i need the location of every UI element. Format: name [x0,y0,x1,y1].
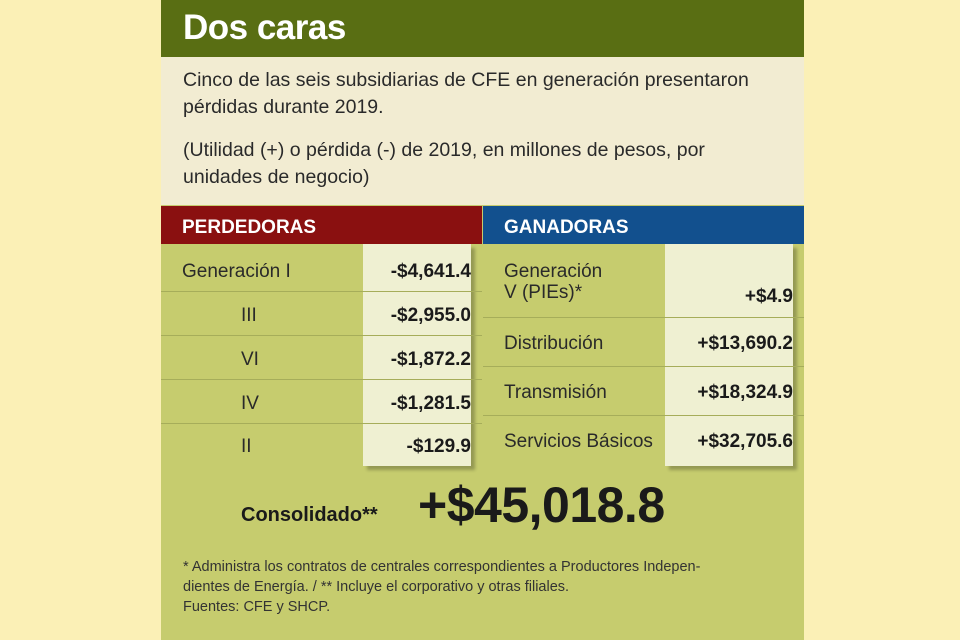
intro-text: Cinco de las seis subsidiarias de CFE en… [183,69,749,118]
infographic-card: Dos caras Cinco de las seis subsidiarias… [161,0,804,640]
title-bar: Dos caras [161,0,804,57]
losers-header: PERDEDORAS [161,206,482,244]
row-value: -$4,641.4 [390,261,471,282]
row-value: -$1,872.2 [390,349,471,370]
row-label: II [241,436,252,457]
sources-line: Fuentes: CFE y SHCP. [183,599,331,615]
table-row: Generación V (PIEs)* +$4.9 [483,244,804,318]
row-value: +$32,705.6 [697,431,793,452]
footnote-line: * Administra los contratos de centrales … [183,559,701,575]
table-row: IV -$1,281.5 [161,380,482,424]
row-label: IV [241,393,259,414]
table-row: III -$2,955.0 [161,292,482,336]
losers-table: Generación I -$4,641.4 III -$2,955.0 VI … [161,244,482,466]
row-value: +$13,690.2 [697,333,793,354]
table-row: Generación I -$4,641.4 [161,244,482,292]
row-label: Transmisión [504,382,607,403]
losers-value-column [363,244,471,466]
row-label: Servicios Básicos [504,431,653,452]
winners-table: Generación V (PIEs)* +$4.9 Distribución … [483,244,804,466]
intro-subtext: (Utilidad (+) o pérdida (-) de 2019, en … [183,139,705,188]
page-title: Dos caras [183,8,346,47]
row-value: +$4.9 [744,286,793,307]
footnote-line: dientes de Energía. / ** Incluye el corp… [183,579,570,595]
table-row: Distribución +$13,690.2 [483,318,804,367]
row-value: -$129.9 [406,436,471,457]
row-label-line: Generación [504,261,603,282]
row-value: -$1,281.5 [390,393,471,414]
table-row: II -$129.9 [161,424,482,466]
table-row: Transmisión +$18,324.9 [483,367,804,416]
intro-box: Cinco de las seis subsidiarias de CFE en… [161,57,804,205]
row-label: III [241,305,257,326]
row-label: Generación I [182,261,291,282]
row-value: -$2,955.0 [390,305,471,326]
winners-header: GANADORAS [483,206,804,244]
total-value: +$45,018.8 [418,477,665,533]
table-row: Servicios Básicos +$32,705.6 [483,416,804,466]
row-label: Generación V (PIEs)* [504,261,602,303]
table-row: VI -$1,872.2 [161,336,482,380]
row-value: +$18,324.9 [697,382,793,403]
row-label-line: V (PIEs)* [504,282,583,303]
row-label: VI [241,349,259,370]
footnotes: * Administra los contratos de centrales … [183,557,793,617]
winners-value-column [665,244,793,466]
row-label: Distribución [504,333,604,354]
total-label: Consolidado** [241,504,378,526]
